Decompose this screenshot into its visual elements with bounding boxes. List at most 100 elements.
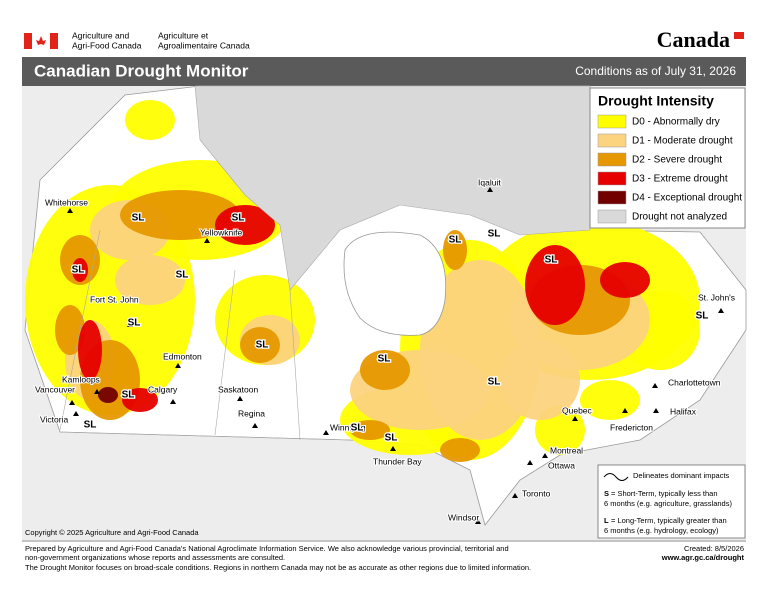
legend-swatch [597,152,627,167]
impact-label: SL [488,229,501,240]
city-marker [512,493,518,498]
impacts-note: Delineates dominant impacts S = Short-Te… [597,464,746,539]
overlay [59,85,591,441]
dept-en: Agri-Food Canada [72,40,142,50]
drought-area [500,340,580,420]
legend-label: D3 - Extreme drought [632,174,728,185]
footer-line: non-government organizations whose repor… [25,553,285,562]
legend-label: Drought not analyzed [632,212,727,223]
legend-swatch [597,190,627,205]
city-marker [323,430,329,435]
legend-title: Drought Intensity [598,93,714,109]
impact-label: SL [545,255,558,266]
drought-area [600,262,650,298]
long-key: L [604,516,609,525]
impact-label: SL [385,433,398,444]
legend-label: D2 - Severe drought [632,155,722,166]
wordmark: Canada [657,27,730,52]
url: www.agr.gc.ca/drought [661,553,745,562]
flag [24,33,58,49]
city-label: Whitehorse [45,197,88,207]
city-marker [572,416,578,421]
city-label: St. John's [698,292,735,302]
impact-symbol [603,473,629,481]
borders [59,229,351,441]
city-label: Saskatoon [218,384,258,394]
impacts-symbol-text: Delineates dominant impacts [633,471,730,480]
footer-line: The Drought Monitor focuses on broad-sca… [25,563,531,572]
copyright: Copyright © 2025 Agriculture and Agri-Fo… [25,528,199,537]
impact-label: SL [122,390,135,401]
drought-area [360,350,410,390]
city-label: Windsor [448,512,479,522]
city-marker [487,187,493,192]
city-label: Charlottetown [668,377,721,387]
impact-label: SL [84,420,97,431]
drought-area [125,100,175,140]
impact-label: SL [696,311,709,322]
drought-area [115,255,185,305]
impact-label: SL [449,235,462,246]
legend-swatch [597,133,627,148]
city-marker [94,389,100,394]
drought-area [78,320,102,380]
city-label: Toronto [522,488,551,498]
city-marker [73,411,79,416]
drought-area [215,205,275,245]
city-label: Quebec [562,405,593,415]
city-marker [718,308,724,313]
title-bar [22,57,746,86]
drought-area [122,388,158,412]
labels: Whitehorse Yellowknife Iqaluit Fort St. Joh… [34,176,736,524]
city-marker [652,383,658,388]
legend-swatch [597,171,627,186]
drought-area [240,327,280,363]
dept-fr: Agroalimentaire Canada [158,40,250,50]
hudson-bay [343,231,447,336]
drought-area [98,387,118,403]
impacts-box [597,464,746,539]
city-marker [204,238,210,243]
city-label: Ottawa [548,460,575,470]
city-label: Fort St. John [90,294,139,304]
city-label: Calgary [148,384,178,394]
city-label: Montreal [550,445,583,455]
dept-en: Agriculture and [72,30,129,40]
city-label: Vancouver [35,384,75,394]
city-label: Halifax [670,406,697,416]
legend-swatch [597,114,627,129]
drought-area [72,258,88,282]
drought-area [350,420,390,440]
city-marker [127,322,133,327]
created: Created: 8/5/2026 [684,544,744,553]
city-label: Fredericton [610,422,653,432]
city-marker [252,423,258,428]
legend: Drought Intensity D0 - Abnormally dry D1 … [589,87,746,229]
legend-label: D4 - Exceptional drought [632,193,742,204]
drought-area [525,245,585,325]
impact-label: SL [128,318,141,329]
short-text: 6 months (e.g. agriculture, grasslands) [604,499,732,508]
city-marker [175,363,181,368]
legend-swatch [597,209,627,224]
city-label: Winnipeg [330,422,366,432]
long-text: 6 months (e.g. hydrology, ecology) [604,526,719,535]
impact-label: SL [378,354,391,365]
footer-line: Prepared by Agriculture and Agri-Food Ca… [25,544,509,553]
city-label: Yellowknife [200,227,242,237]
dept-fr: Agriculture et [158,30,209,40]
drought-area [120,190,240,240]
impact-label: SL [132,213,145,224]
city-marker [170,399,176,404]
legend-items: D0 - Abnormally dry D1 - Moderate drought… [597,114,742,224]
city-marker [653,408,659,413]
short-text: = Short-Term, typically less than [611,489,718,498]
city-marker [542,453,548,458]
city-label: Edmonton [163,351,202,361]
drought-area [440,438,480,462]
city-marker [390,446,396,451]
impact-label: SL [256,340,269,351]
wordmark-flag [734,32,744,39]
legend-label: D1 - Moderate drought [632,136,733,147]
